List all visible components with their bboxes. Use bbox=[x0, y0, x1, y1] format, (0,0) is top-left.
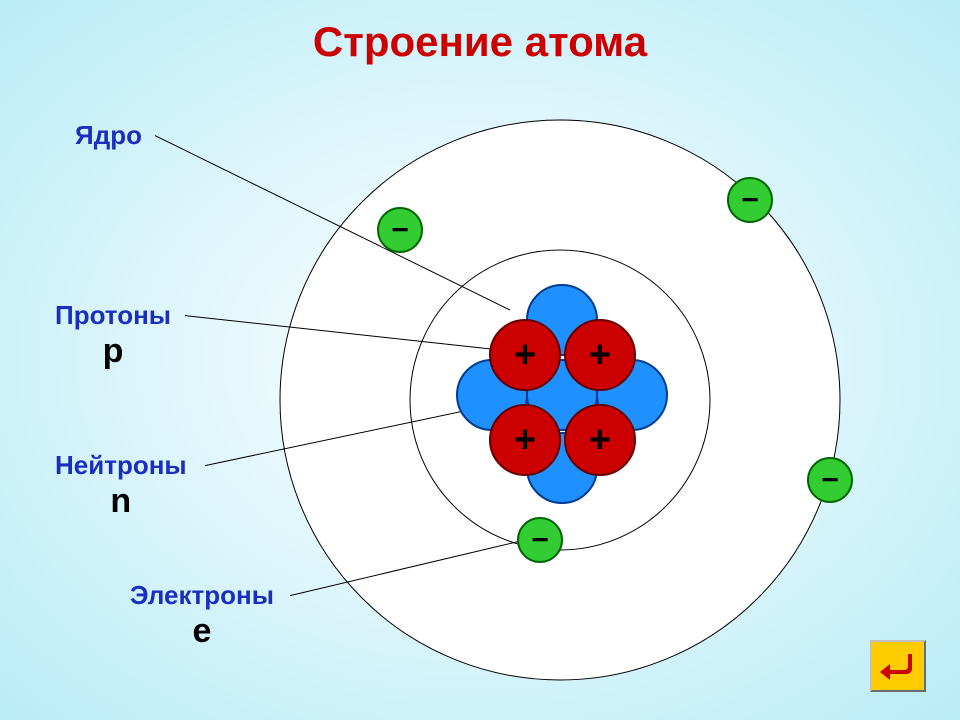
svg-text:+: + bbox=[514, 334, 536, 376]
svg-text:−: − bbox=[531, 524, 549, 557]
label-protons-text: Протоны bbox=[55, 300, 171, 330]
svg-text:+: + bbox=[589, 334, 611, 376]
svg-text:−: − bbox=[391, 214, 409, 247]
svg-text:−: − bbox=[741, 184, 759, 217]
back-button[interactable] bbox=[870, 640, 926, 692]
label-neutrons-symbol: n bbox=[55, 481, 187, 522]
label-neutrons: Нейтроны n bbox=[55, 450, 187, 522]
title-text: Строение атома bbox=[313, 18, 647, 65]
return-arrow-icon bbox=[878, 650, 918, 682]
svg-text:−: − bbox=[821, 464, 839, 497]
label-nucleus-text: Ядро bbox=[75, 120, 142, 150]
page-title: Строение атома bbox=[0, 18, 960, 66]
label-electrons: Электроны e bbox=[130, 580, 274, 652]
svg-text:+: + bbox=[514, 419, 536, 461]
label-electrons-symbol: e bbox=[130, 611, 274, 652]
label-neutrons-text: Нейтроны bbox=[55, 450, 187, 480]
label-electrons-text: Электроны bbox=[130, 580, 274, 610]
svg-text:+: + bbox=[589, 419, 611, 461]
label-protons-symbol: p bbox=[55, 331, 171, 372]
label-protons: Протоны p bbox=[55, 300, 171, 372]
label-nucleus: Ядро bbox=[75, 120, 142, 151]
